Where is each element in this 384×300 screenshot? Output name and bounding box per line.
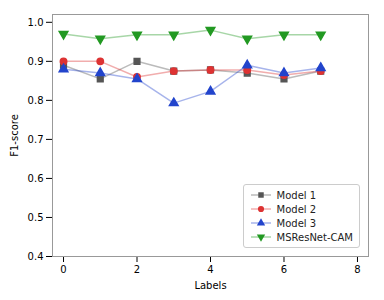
svg-text:Labels: Labels — [194, 280, 226, 291]
svg-text:6: 6 — [281, 264, 287, 275]
svg-text:4: 4 — [207, 264, 213, 275]
html-text:Model 2: Model 2 — [276, 203, 317, 215]
html-text:MSResNet-CAM: MSResNet-CAM — [276, 231, 353, 243]
svg-text:0: 0 — [60, 264, 66, 275]
svg-text:0.9: 0.9 — [28, 56, 44, 67]
svg-text:8: 8 — [354, 264, 360, 275]
html-text:Model 1: Model 1 — [276, 189, 317, 201]
svg-text:F1-score: F1-score — [9, 114, 20, 157]
svg-text:0.5: 0.5 — [28, 212, 44, 223]
svg-text:1.0: 1.0 — [28, 17, 44, 28]
svg-text:2: 2 — [134, 264, 140, 275]
svg-text:0.4: 0.4 — [28, 251, 44, 262]
svg-text:0.8: 0.8 — [28, 95, 44, 106]
svg-text:0.7: 0.7 — [28, 134, 44, 145]
svg-text:0.6: 0.6 — [28, 173, 44, 184]
html-text:Model 3: Model 3 — [276, 217, 317, 229]
